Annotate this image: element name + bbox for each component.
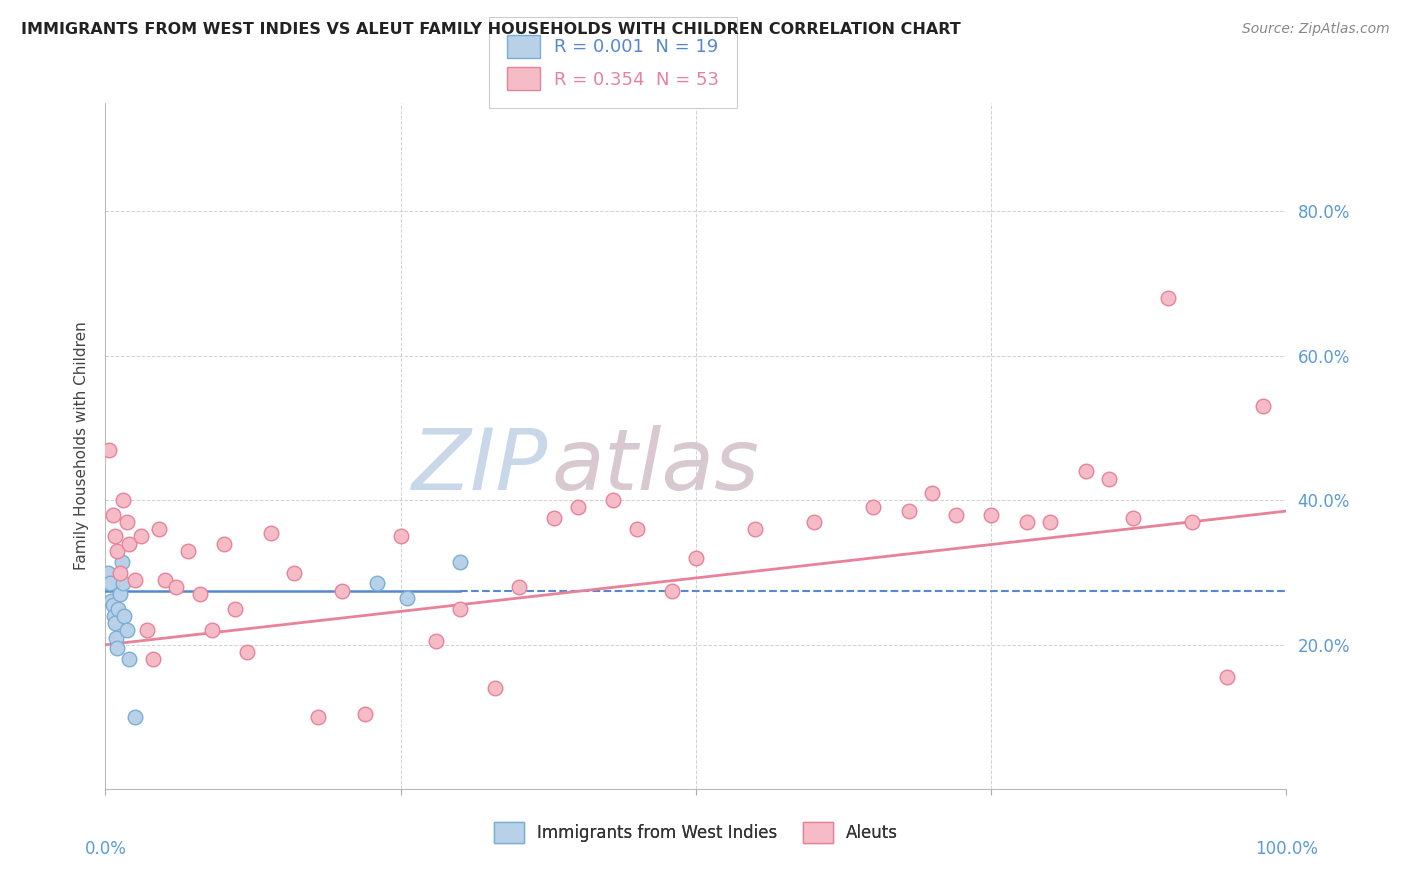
Point	[803, 515, 825, 529]
Legend: Immigrants from West Indies, Aleuts: Immigrants from West Indies, Aleuts	[488, 815, 904, 850]
Point	[135, 624, 157, 638]
Point	[661, 583, 683, 598]
Point	[543, 511, 565, 525]
Point	[449, 601, 471, 615]
Point	[112, 608, 135, 623]
Point	[1251, 399, 1274, 413]
Point	[115, 624, 138, 638]
Point	[1216, 670, 1239, 684]
Point	[484, 681, 506, 696]
Text: atlas: atlas	[553, 425, 759, 508]
Text: 0.0%: 0.0%	[84, 840, 127, 858]
Point	[98, 576, 121, 591]
Point	[236, 645, 259, 659]
Point	[101, 508, 124, 522]
Point	[108, 587, 131, 601]
Point	[111, 555, 134, 569]
Point	[104, 529, 127, 543]
Point	[97, 566, 120, 580]
Point	[1157, 291, 1180, 305]
Point	[1015, 515, 1038, 529]
Point	[307, 710, 329, 724]
Point	[129, 529, 152, 543]
Point	[1039, 515, 1062, 529]
Point	[921, 486, 943, 500]
Point	[330, 583, 353, 598]
Point	[124, 710, 146, 724]
Point	[108, 566, 131, 580]
Point	[118, 536, 141, 550]
Point	[105, 544, 128, 558]
Text: IMMIGRANTS FROM WEST INDIES VS ALEUT FAMILY HOUSEHOLDS WITH CHILDREN CORRELATION: IMMIGRANTS FROM WEST INDIES VS ALEUT FAM…	[21, 22, 960, 37]
Point	[101, 598, 124, 612]
Point	[98, 442, 121, 457]
Point	[177, 544, 200, 558]
Point	[165, 580, 187, 594]
Point	[201, 624, 224, 638]
Point	[153, 573, 176, 587]
Point	[980, 508, 1002, 522]
Point	[744, 522, 766, 536]
Point	[395, 591, 418, 605]
Point	[105, 631, 128, 645]
Point	[1122, 511, 1144, 525]
Point	[142, 652, 165, 666]
Text: 100.0%: 100.0%	[1256, 840, 1317, 858]
Point	[112, 493, 135, 508]
Y-axis label: Family Households with Children: Family Households with Children	[75, 322, 90, 570]
Point	[260, 525, 283, 540]
Point	[862, 500, 884, 515]
Text: Source: ZipAtlas.com: Source: ZipAtlas.com	[1241, 22, 1389, 37]
Point	[104, 616, 127, 631]
Point	[148, 522, 170, 536]
Point	[1098, 471, 1121, 485]
Point	[107, 601, 129, 615]
Point	[100, 594, 122, 608]
Point	[1181, 515, 1204, 529]
Point	[212, 536, 235, 550]
Point	[124, 573, 146, 587]
Point	[354, 706, 377, 721]
Point	[188, 587, 211, 601]
Point	[115, 515, 138, 529]
Point	[508, 580, 530, 594]
Point	[389, 529, 412, 543]
Point	[945, 508, 967, 522]
Point	[366, 576, 388, 591]
Text: ZIP: ZIP	[412, 425, 548, 508]
Point	[602, 493, 624, 508]
Point	[1074, 464, 1097, 478]
Point	[449, 555, 471, 569]
Point	[105, 641, 128, 656]
Point	[103, 608, 125, 623]
Point	[283, 566, 305, 580]
Point	[897, 504, 920, 518]
Point	[224, 601, 246, 615]
Point	[626, 522, 648, 536]
Point	[567, 500, 589, 515]
Point	[685, 551, 707, 566]
Point	[118, 652, 141, 666]
Point	[425, 634, 447, 648]
Point	[112, 576, 135, 591]
